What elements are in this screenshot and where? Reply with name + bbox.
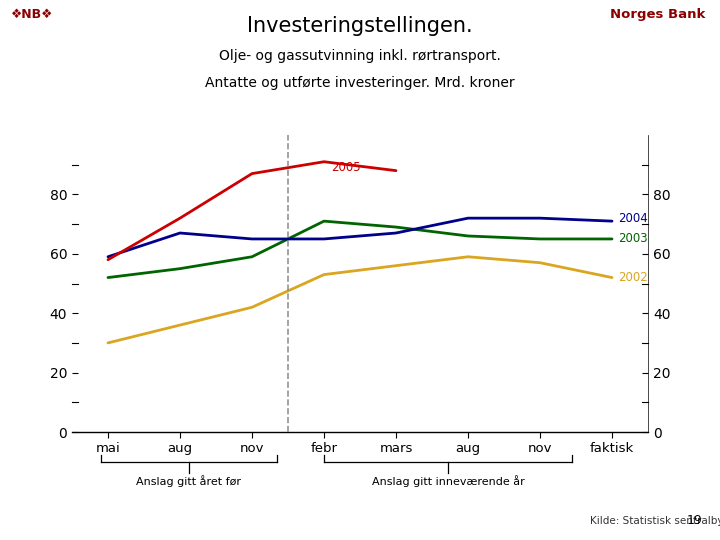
Text: 19: 19	[686, 514, 702, 526]
Text: Antatte og utførte investeringer. Mrd. kroner: Antatte og utførte investeringer. Mrd. k…	[205, 76, 515, 90]
Text: Investeringstellingen.: Investeringstellingen.	[247, 16, 473, 36]
Text: Anslag gitt året før: Anslag gitt året før	[137, 475, 241, 487]
Text: Kilde: Statistisk sentralbyrå: Kilde: Statistisk sentralbyrå	[590, 515, 720, 526]
Text: Norges Bank: Norges Bank	[611, 8, 706, 21]
Text: Olje- og gassutvinning inkl. rørtransport.: Olje- og gassutvinning inkl. rørtranspor…	[219, 49, 501, 63]
Text: 2005: 2005	[331, 161, 361, 174]
Text: 2003: 2003	[618, 232, 647, 246]
Text: Anslag gitt inneværende år: Anslag gitt inneværende år	[372, 475, 525, 487]
Text: 2004: 2004	[618, 212, 647, 225]
Text: 2002: 2002	[618, 271, 647, 284]
Text: ❖NB❖: ❖NB❖	[11, 8, 53, 21]
